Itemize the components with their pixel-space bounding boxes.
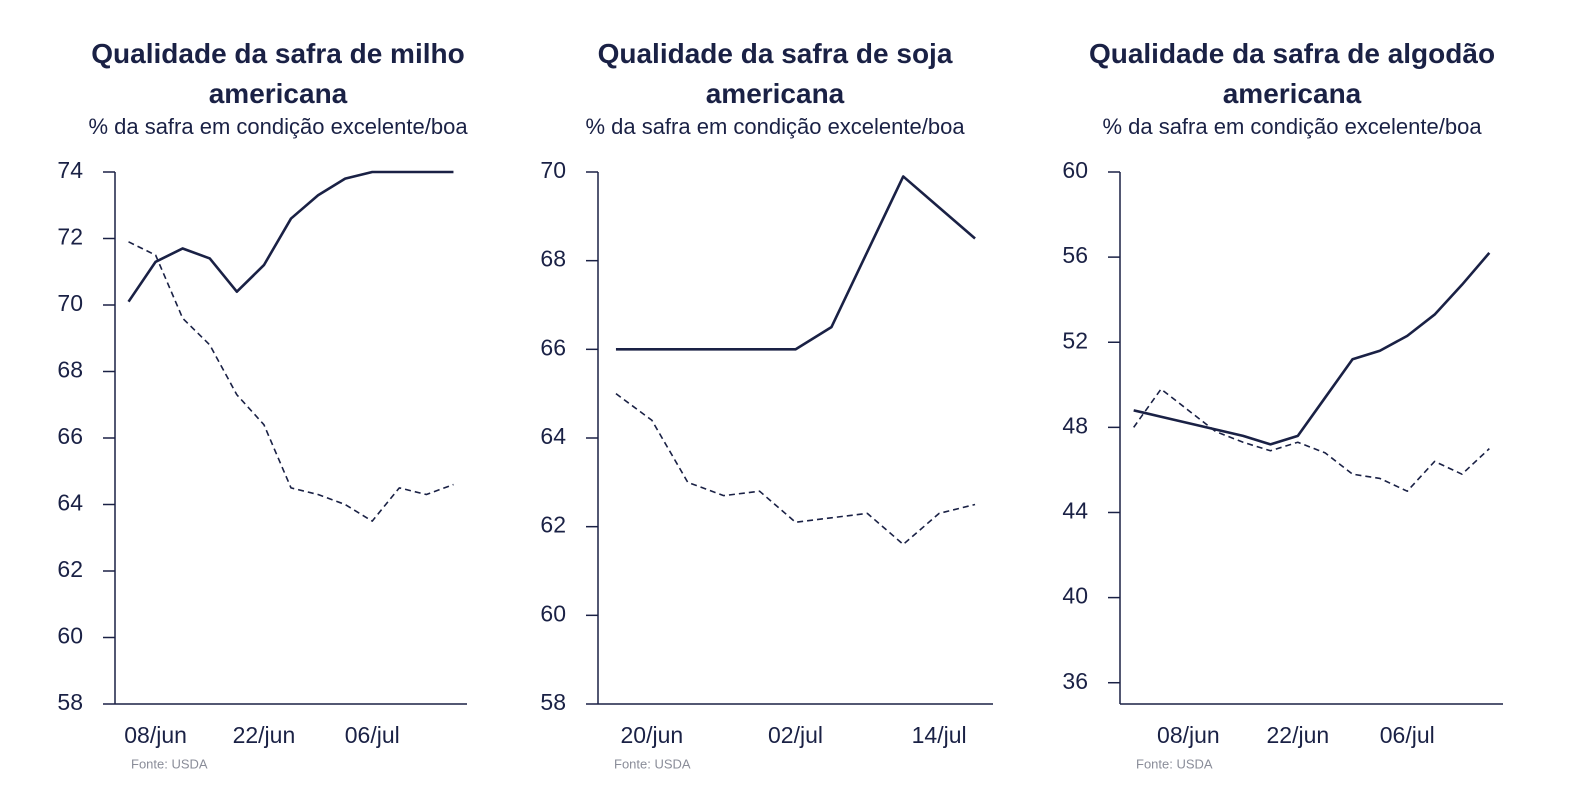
x-tick-label: 08/jun [124,722,187,748]
y-tick-label: 56 [1062,242,1088,268]
x-tick-label: 22/jun [1266,722,1329,748]
y-tick-label: 44 [1062,498,1088,524]
chart-title: Qualidade da safra de soja americana [597,38,953,109]
line-series [1133,252,1491,446]
y-tick-label: 68 [57,357,83,383]
x-tick-label: 06/jul [1380,722,1435,748]
y-tick-label: 60 [57,623,83,649]
y-tick-label: 68 [540,246,566,272]
y-tick-label: 64 [540,423,566,449]
y-tick-label: 36 [1062,668,1088,694]
y-tick-label: 66 [57,423,83,449]
line-series [128,241,454,522]
y-tick-label: 62 [57,556,83,582]
x-tick-label: 02/jul [768,722,823,748]
line-series [615,393,976,546]
y-tick-label: 52 [1062,327,1088,353]
line-series [127,170,454,303]
chart-subtitle: % da safra em condição excelente/boa [88,114,468,139]
source: Fonte: USDA [1136,756,1213,771]
y-tick-label: 60 [1062,157,1088,183]
x-tick-label: 14/jul [912,722,967,748]
source: Fonte: USDA [614,756,691,771]
y-tick-label: 48 [1062,412,1088,438]
y-tick-label: 74 [57,157,83,183]
chart-subtitle: % da safra em condição excelente/boa [585,114,965,139]
chart-title: Qualidade da safra de algodão americana [1088,38,1496,109]
x-tick-label: 20/jun [621,722,684,748]
y-tick-label: 72 [57,224,83,250]
x-tick-label: 08/jun [1157,722,1220,748]
y-tick-label: 58 [57,689,83,715]
y-tick-label: 60 [540,600,566,626]
chart-subtitle: % da safra em condição excelente/boa [1102,114,1482,139]
x-tick-label: 22/jun [233,722,296,748]
y-tick-label: 66 [540,334,566,360]
y-tick-label: 70 [540,157,566,183]
line-series [615,175,976,351]
y-tick-label: 40 [1062,583,1088,609]
y-tick-label: 70 [57,290,83,316]
x-tick-label: 06/jul [345,722,400,748]
y-tick-label: 58 [540,689,566,715]
line-series [1133,388,1490,492]
y-tick-label: 62 [540,512,566,538]
y-tick-label: 64 [57,490,83,516]
source: Fonte: USDA [131,756,208,771]
chart-title: Qualidade da safra de milho americana [91,38,465,109]
